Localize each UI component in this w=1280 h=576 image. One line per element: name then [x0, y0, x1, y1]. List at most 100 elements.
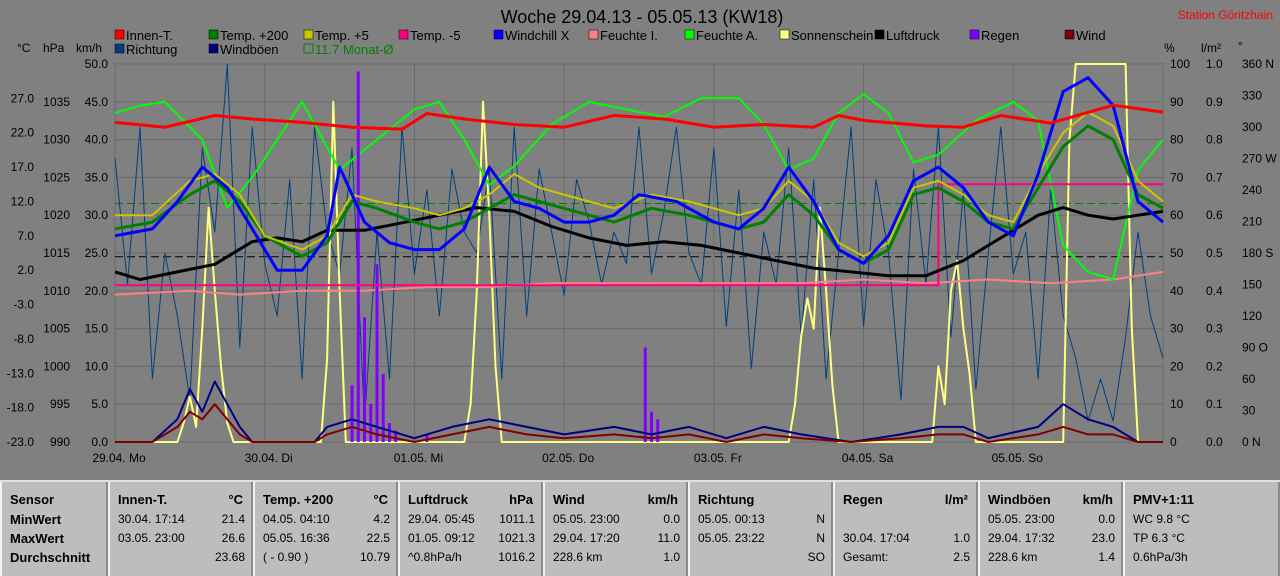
legend-label: Regen [981, 28, 1019, 43]
table-header-unit: km/h [1082, 492, 1113, 507]
table-cell-text: Durchschnitt [10, 550, 91, 565]
rain-bar [656, 419, 660, 442]
table-row: MinWert [10, 512, 100, 528]
table-header: Richtung [698, 492, 823, 507]
table-header: Sensor [10, 492, 98, 507]
tick-degree: 90 O [1242, 341, 1268, 355]
table-cell-value: 23.0 [1091, 531, 1115, 545]
tick-lm2: 0.8 [1206, 133, 1223, 147]
tick-percent: 20 [1170, 359, 1184, 373]
table-column-innen-t: Innen-T. °C 30.04. 17:14 21.4 03.05. 23:00 26… [108, 482, 253, 576]
table-row: 01.05. 09:12 1021.3 [408, 531, 535, 547]
legend-label: Sonnenschein [791, 28, 873, 43]
table-row: MaxWert [10, 531, 100, 547]
table-cell-value: N [816, 512, 825, 526]
table-header-label: Windböen [988, 492, 1051, 507]
chart-title: Woche 29.04.13 - 05.05.13 (KW18) [501, 7, 784, 27]
tick-hpa: 1035 [43, 95, 70, 109]
table-cell-text: MinWert [10, 512, 62, 527]
table-header-label: Regen [843, 492, 883, 507]
table-header-label: Temp. +200 [263, 492, 334, 507]
tick-degree: 360 N [1242, 57, 1274, 71]
tick-degree: 210 [1242, 215, 1262, 229]
series-feuchte-i [114, 270, 1164, 296]
table-row: 05.05. 00:13 N [698, 512, 825, 528]
tick-percent: 80 [1170, 133, 1184, 147]
table-header-label: Innen-T. [118, 492, 168, 507]
tick-x-05-05-so: 05.05. So [992, 451, 1044, 465]
tick-degree: 120 [1242, 309, 1262, 323]
tick-lm2: 0.9 [1206, 95, 1223, 109]
rain-bar [363, 317, 367, 442]
rain-bar [375, 264, 379, 442]
legend-swatch [208, 29, 219, 40]
axis-ticks: 27.0 22.0 17.0 12.0 7.0 2.0 -3.0 -8.0 -13.0 -18.0… [7, 57, 1278, 465]
table-row: 23.68 [118, 550, 245, 566]
table-row: Durchschnitt [10, 550, 100, 566]
axis-header-percent: % [1164, 41, 1175, 55]
legend-item-wind: Wind [1064, 28, 1106, 43]
table-cell-text: 29.04. 17:20 [553, 531, 620, 545]
table-row: 05.05. 23:00 0.0 [988, 512, 1115, 528]
legend-swatch [1064, 29, 1075, 40]
tick-percent: 40 [1170, 284, 1184, 298]
table-cell-text: 30.04. 17:14 [118, 512, 185, 526]
tick-kmh: 10.0 [85, 359, 109, 373]
tick-kmh: 25.0 [85, 246, 109, 260]
table-cell-value: 22.5 [366, 531, 390, 545]
table-header-label: Luftdruck [408, 492, 468, 507]
series-layer [114, 63, 1164, 443]
table-cell-text: 30.04. 17:04 [843, 531, 910, 545]
series-line-temp-5 [115, 183, 1163, 287]
axis-header-kmh: km/h [76, 41, 102, 55]
table-cell-value: SO [807, 550, 825, 564]
legend-swatch [303, 43, 314, 54]
legend-label: Temp. +200 [220, 28, 288, 43]
statistics-table: Sensor MinWert MaxWert Durchschnitt Innen-T.… [0, 480, 1280, 576]
legend-item-sonnenschein: Sonnenschein [779, 28, 873, 43]
series-line-luftdruck [114, 206, 1164, 281]
legend-item-temp-200: Temp. +200 [208, 28, 288, 43]
rain-bar [425, 434, 429, 442]
series-line-wind [115, 403, 1163, 443]
table-cell-text: WC 9.8 °C [1133, 512, 1190, 526]
tick-degree: 150 [1242, 278, 1262, 292]
tick-x-01-05-mi: 01.05. Mi [394, 451, 443, 465]
rain-bar [381, 373, 385, 442]
table-column-regen: Regen l/m² 30.04. 17:04 1.0 Gesamt: 2.5 [833, 482, 978, 576]
table-cell-text: 05.05. 23:22 [698, 531, 765, 545]
table-cell-value: N [816, 531, 825, 545]
table-row [843, 512, 970, 528]
table-cell-value: 1011.1 [499, 512, 535, 526]
rain-bar [649, 411, 653, 442]
tick-kmh: 50.0 [85, 57, 109, 71]
tick-percent: 10 [1170, 397, 1184, 411]
tick-hpa: 990 [50, 435, 70, 449]
table-cell-value: 26.6 [221, 531, 245, 545]
table-row: 30.04. 17:04 1.0 [843, 531, 970, 547]
tick-lm2: 0.6 [1206, 208, 1223, 222]
table-header-label: Sensor [10, 492, 55, 507]
table-row: Gesamt: 2.5 [843, 550, 970, 566]
legend-label: 11.7 Monat-Ø [315, 42, 394, 57]
tick-celsius: 22.0 [11, 126, 35, 140]
tick-lm2: 0.3 [1206, 322, 1223, 336]
series-regen [350, 71, 660, 442]
tick-percent: 50 [1170, 246, 1184, 260]
tick-kmh: 40.0 [85, 133, 109, 147]
table-cell-value: 0.0 [1098, 512, 1115, 526]
table-column-temp-200: Temp. +200 °C 04.05. 04:10 4.2 05.05. 16:36 2… [253, 482, 398, 576]
table-row: 30.04. 17:14 21.4 [118, 512, 245, 528]
legend-swatch [208, 43, 219, 54]
tick-x-02-05-do: 02.05. Do [542, 451, 594, 465]
table-row: TP 6.3 °C [1133, 531, 1272, 547]
series-line-feuchte-a [114, 93, 1164, 281]
series-feuchte-a [114, 93, 1164, 281]
table-cell-value: 1016.2 [498, 550, 535, 564]
table-column-richtung: Richtung 05.05. 00:13 N 05.05. 23:22 N SO [688, 482, 833, 576]
table-cell-value: 2.5 [953, 550, 970, 564]
table-header-unit: °C [373, 492, 388, 507]
table-header-label: Richtung [698, 492, 755, 507]
table-row: 29.04. 17:20 11.0 [553, 531, 680, 547]
table-header-unit: km/h [647, 492, 678, 507]
